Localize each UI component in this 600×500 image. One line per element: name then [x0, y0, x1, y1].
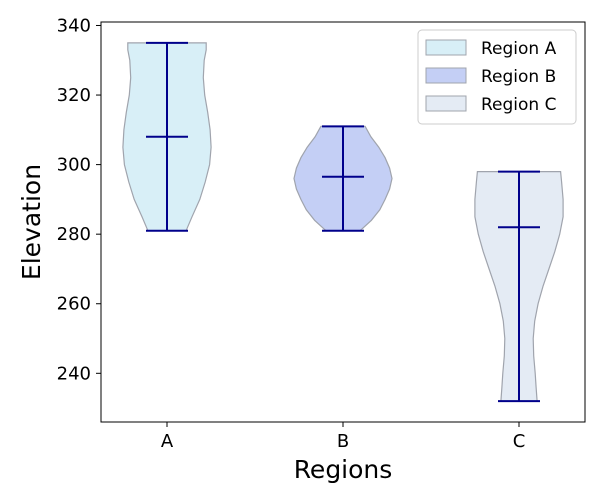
x-axis: A B C	[161, 422, 525, 452]
y-tick-label: 300	[57, 155, 91, 176]
y-axis-title: Elevation	[17, 164, 46, 280]
legend-swatch-a	[425, 39, 467, 56]
legend-label-c: Region C	[481, 95, 556, 115]
y-tick-label: 340	[57, 15, 91, 36]
y-tick-label: 280	[57, 224, 91, 245]
whiskers-layer	[146, 41, 540, 403]
y-tick-label: 260	[57, 294, 91, 315]
y-axis: 240 260 280 300 320 340	[57, 15, 101, 384]
y-tick-label: 240	[57, 363, 91, 384]
x-tick-label: A	[161, 431, 174, 452]
legend-label-a: Region A	[481, 39, 557, 59]
x-tick-label: B	[337, 431, 349, 452]
legend: Region A Region B Region C	[417, 29, 577, 125]
x-axis-title: Regions	[294, 455, 393, 484]
x-tick-label: C	[513, 431, 526, 452]
y-tick-label: 320	[57, 85, 91, 106]
legend-label-b: Region B	[481, 67, 556, 87]
legend-swatch-b	[425, 67, 467, 84]
legend-swatch-c	[425, 95, 467, 112]
